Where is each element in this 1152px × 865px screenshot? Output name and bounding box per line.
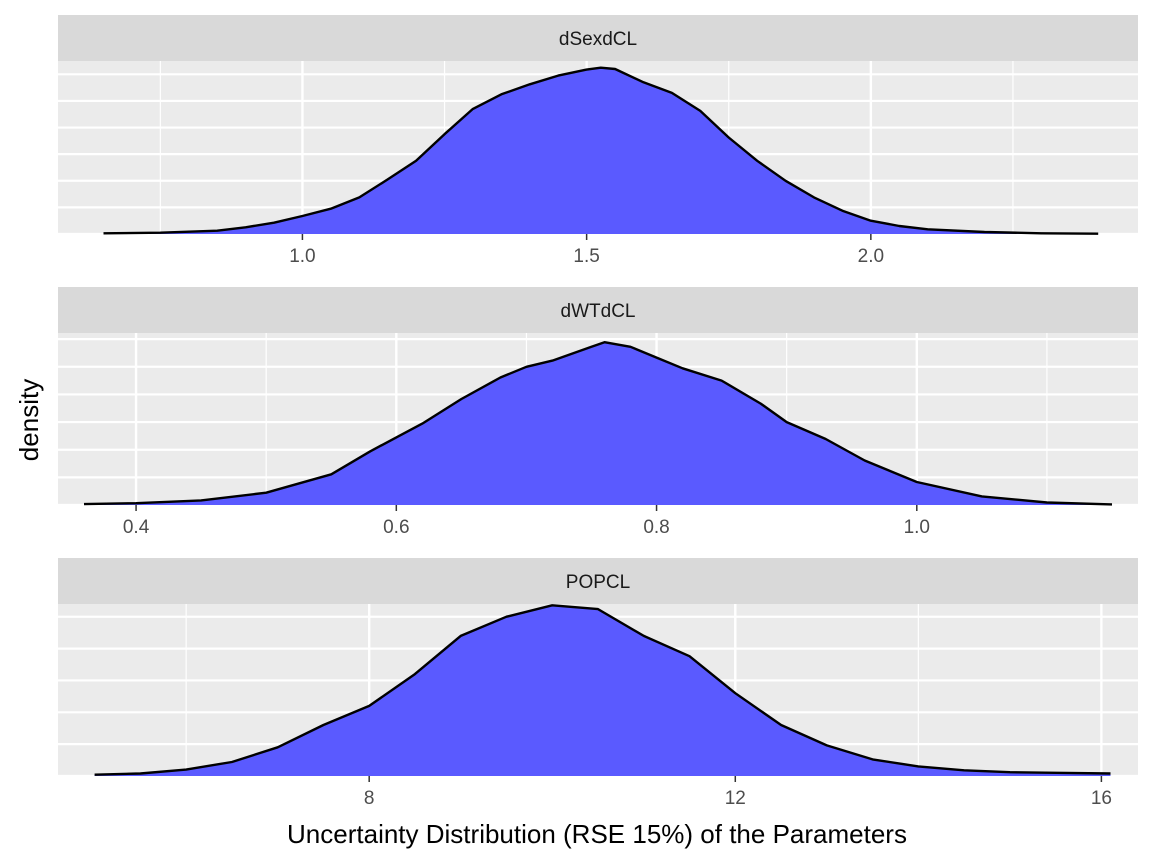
density-line (94, 604, 1111, 776)
facet-POPCL: POPCL 8 12 16 (58, 558, 1138, 809)
x-tick-label: 16 (1091, 788, 1112, 809)
facet-panels: dSexdCL 1.0 1.5 2.0 dWTdCL 0.4 0.6 0.8 1.0 POPCL 8… (58, 15, 1138, 809)
facet-strip-label: dWTdCL (561, 301, 636, 322)
density-area (94, 605, 1111, 776)
facet-strip-label: POPCL (566, 572, 630, 593)
x-tick-label: 1.0 (904, 517, 930, 538)
x-tick-label: 2.0 (858, 246, 884, 267)
x-tick-label: 8 (364, 788, 375, 809)
facet-strip (58, 15, 1138, 61)
facet-strip (58, 558, 1138, 604)
density-area (103, 67, 1099, 234)
facet-dWTdCL: dWTdCL 0.4 0.6 0.8 1.0 (58, 287, 1138, 538)
density-line (83, 341, 1113, 506)
x-axis-title: Uncertainty Distribution (RSE 15%) of th… (287, 819, 907, 849)
x-tick-label: 0.6 (383, 517, 409, 538)
density-line (103, 66, 1099, 235)
density-area (84, 342, 1112, 505)
facet-dSexdCL: dSexdCL 1.0 1.5 2.0 (58, 15, 1138, 267)
x-tick-label: 12 (725, 788, 746, 809)
facet-strip (58, 287, 1138, 333)
x-tick-label: 0.4 (123, 517, 150, 538)
x-tick-label: 1.0 (289, 246, 315, 267)
facet-strip-label: dSexdCL (559, 29, 637, 50)
x-tick-label: 0.8 (643, 517, 669, 538)
x-tick-label: 1.5 (573, 246, 599, 267)
y-axis-title: density (14, 379, 44, 461)
